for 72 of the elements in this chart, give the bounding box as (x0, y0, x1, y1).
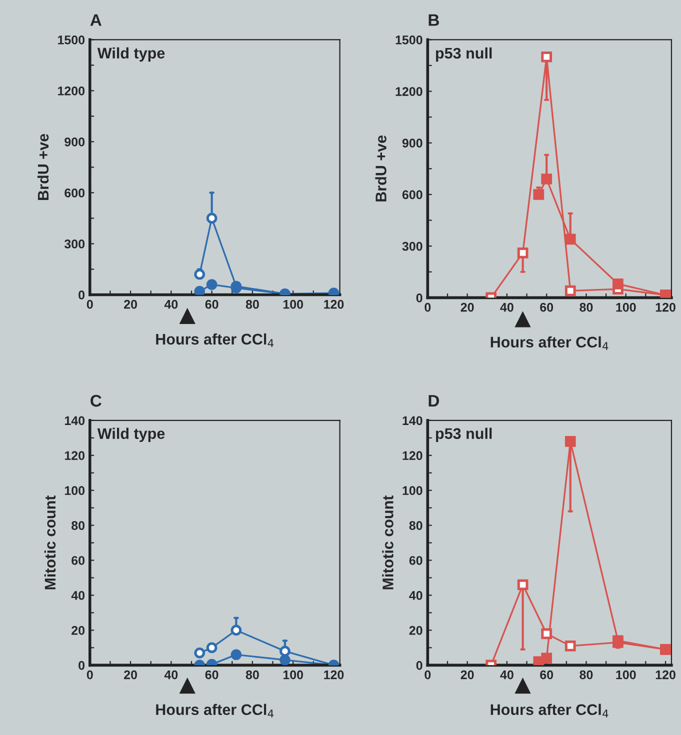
x-tick-label: 20 (124, 300, 137, 309)
x-tick-label: 60 (540, 670, 554, 680)
annotation: p53 null (436, 428, 492, 442)
y-tick-label: 40 (409, 591, 422, 600)
x-tick-label: 100 (616, 670, 636, 680)
x-tick-label: 40 (500, 670, 514, 680)
chart-title: B (428, 14, 439, 26)
y-axis-title: Mitotic count (44, 495, 56, 590)
y-tick-label: 120 (402, 451, 422, 460)
y-tick-label: 60 (409, 556, 422, 565)
x-tick-label: 60 (540, 302, 554, 312)
y-tick-label: 100 (64, 486, 85, 495)
x-tick-label: 40 (164, 670, 178, 680)
x-tick-label: 100 (283, 300, 303, 309)
y-axis-title: BrdU +ve (37, 134, 49, 200)
y-tick-label: 20 (72, 626, 85, 635)
y-tick-label: 1200 (58, 86, 85, 96)
y-tick-label: 1200 (396, 87, 422, 96)
y-axis-title: BrdU +ve (375, 135, 386, 202)
x-tick-label: 120 (656, 670, 676, 680)
x-tick-label: 80 (580, 302, 593, 312)
x-axis-title: Hours after CCl$_{4}$ (490, 704, 608, 718)
x-tick-label: 20 (460, 302, 474, 312)
annotation: Wild type (97, 47, 165, 62)
annotation: p53 null (436, 47, 492, 62)
x-tick-label: 60 (205, 670, 218, 680)
x-tick-label: 20 (124, 670, 137, 680)
y-tick-label: 140 (64, 416, 85, 426)
y-tick-label: 300 (64, 240, 85, 248)
x-tick-label: 40 (500, 302, 514, 312)
x-tick-label: 120 (324, 670, 344, 680)
y-tick-label: 0 (416, 293, 422, 302)
x-tick-label: 0 (424, 302, 431, 312)
y-tick-label: 120 (64, 451, 85, 460)
annotation: Wild type (97, 428, 165, 442)
y-tick-label: 600 (402, 190, 422, 200)
x-axis-title: Hours after CCl$_{4}$ (156, 704, 274, 718)
x-tick-label: 60 (205, 300, 218, 309)
x-tick-label: 0 (86, 670, 93, 680)
y-tick-label: 60 (72, 556, 85, 565)
y-tick-label: 600 (64, 188, 85, 198)
y-tick-label: 300 (402, 242, 422, 251)
y-tick-label: 40 (71, 591, 85, 600)
y-tick-label: 80 (409, 521, 422, 530)
y-tick-label: 0 (78, 660, 85, 670)
y-tick-label: 140 (402, 416, 422, 426)
y-axis-title: Mitotic count (382, 495, 394, 590)
x-tick-label: 40 (164, 300, 178, 309)
x-axis-title: Hours after CCl$_{4}$ (490, 336, 608, 350)
x-axis-title: Hours after CCl$_{4}$ (156, 333, 274, 347)
x-tick-label: 80 (580, 670, 593, 680)
x-tick-label: 80 (246, 670, 259, 680)
y-tick-label: 100 (402, 486, 422, 495)
x-tick-label: 120 (656, 302, 676, 312)
x-tick-label: 80 (246, 300, 259, 309)
x-tick-label: 0 (424, 670, 431, 680)
y-tick-label: 1500 (396, 35, 422, 44)
chart-title: A (90, 14, 102, 26)
chart-title: C (90, 394, 102, 407)
y-tick-label: 80 (72, 521, 85, 530)
y-tick-label: 900 (64, 138, 85, 146)
y-tick-label: 0 (416, 660, 422, 670)
y-tick-label: 1500 (58, 35, 85, 44)
x-tick-label: 100 (616, 302, 636, 312)
x-tick-label: 20 (460, 670, 474, 680)
y-tick-label: 900 (402, 138, 422, 148)
x-tick-label: 120 (324, 300, 344, 309)
y-tick-label: 0 (78, 290, 85, 300)
x-tick-label: 100 (283, 670, 303, 680)
x-tick-label: 0 (86, 300, 93, 309)
y-tick-label: 20 (409, 626, 422, 635)
chart-title: D (428, 395, 440, 407)
